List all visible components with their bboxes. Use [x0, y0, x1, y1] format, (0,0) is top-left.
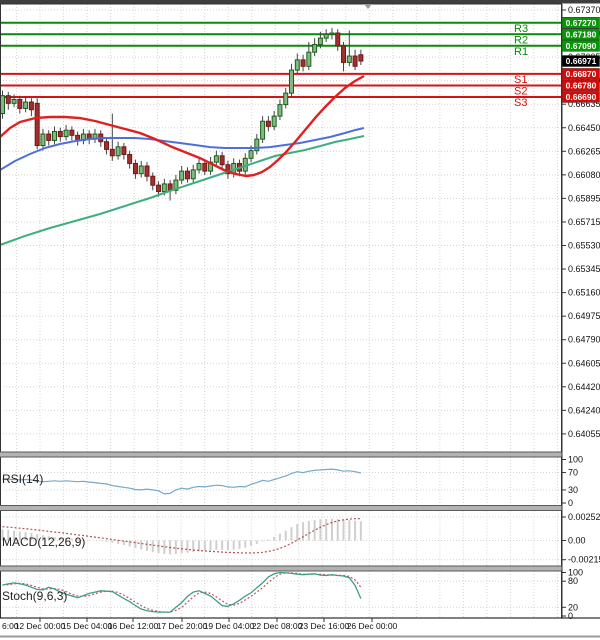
price-tick: 0.65160	[568, 288, 600, 298]
indicator-tick: 80	[568, 576, 578, 586]
price-tick: 0.64975	[568, 311, 600, 321]
macd-signal-line	[2, 518, 361, 554]
macd-label: MACD(12,26,9)	[2, 535, 86, 549]
indicator-tick: 0.00	[568, 536, 586, 546]
time-tick-label: 23 Dec 16:00	[299, 621, 350, 631]
indicator-tick: 30	[568, 485, 578, 495]
ma-slow-green	[0, 135, 365, 246]
indicator-tick: 0.002524	[568, 512, 600, 522]
price-tick: 0.65715	[568, 217, 600, 227]
time-tick-label: 6:00	[2, 621, 19, 631]
stoch-label: Stoch(9,6,3)	[2, 589, 68, 603]
stoch-k-line	[2, 571, 362, 613]
price-tick: 0.64790	[568, 335, 600, 345]
time-tick-label: 15 Dec 04:00	[62, 621, 113, 631]
pivot-label-S1: S1	[514, 74, 527, 86]
pivot-label-S3: S3	[514, 97, 527, 109]
time-tick-label: 17 Dec 20:00	[157, 621, 208, 631]
price-tick: 0.65530	[568, 241, 600, 251]
scroll-to-end-marker	[364, 4, 372, 9]
price-tick: 0.66635	[568, 99, 600, 109]
svg-text:0.67270: 0.67270	[566, 18, 597, 28]
price-scale[interactable]: 0.673700.671900.670050.668200.666350.664…	[561, 4, 600, 621]
svg-text:0.66870: 0.66870	[566, 69, 597, 79]
indicator-tick: 20	[568, 602, 578, 612]
svg-text:0.67090: 0.67090	[566, 41, 597, 51]
rsi-label: RSI(14)	[2, 472, 44, 486]
indicator-tick: 100	[568, 568, 583, 578]
time-tick-label: 19 Dec 04:00	[204, 621, 255, 631]
window-top-bar	[0, 0, 600, 4]
ma-mid-blue	[0, 127, 365, 171]
indicator-tick: 100	[568, 455, 583, 465]
price-tick: 0.66265	[568, 146, 600, 156]
price-tick: 0.64055	[568, 429, 600, 439]
price-tick: 0.64420	[568, 382, 600, 392]
svg-text:0.66690: 0.66690	[566, 92, 597, 102]
svg-text:0.66971: 0.66971	[566, 56, 597, 66]
price-tick: 0.66080	[568, 170, 600, 180]
macd-layer	[1, 518, 362, 555]
pivot-label-R3: R3	[514, 23, 528, 35]
price-tick: 0.64605	[568, 358, 600, 368]
indicator-tick: 70	[568, 468, 578, 478]
ma-fast-red	[0, 74, 365, 178]
svg-text:0.66780: 0.66780	[566, 80, 597, 90]
price-tick: 0.67370	[568, 5, 600, 15]
svg-text:0.67180: 0.67180	[566, 29, 597, 39]
stoch-layer	[2, 571, 362, 613]
indicator-tick: 0	[568, 611, 573, 621]
price-tick: 0.64240	[568, 405, 600, 415]
pivot-label-R1: R1	[514, 46, 528, 58]
price-tick: 0.65895	[568, 193, 600, 203]
panel-separator[interactable]	[0, 452, 562, 457]
pivot-label-R2: R2	[514, 34, 528, 46]
panel-separator[interactable]	[0, 505, 562, 511]
grid-layer	[0, 4, 562, 618]
time-tick-label: 16 Dec 12:00	[108, 621, 159, 631]
price-tick: 0.65345	[568, 264, 600, 274]
moving-averages-layer	[0, 74, 365, 246]
panel-separator[interactable]	[0, 566, 562, 571]
time-tick-label: 12 Dec 00:00	[15, 621, 66, 631]
time-tick-label: 22 Dec 08:00	[252, 621, 303, 631]
price-tick: 0.66450	[568, 123, 600, 133]
time-tick-label: 26 Dec 00:00	[347, 621, 398, 631]
indicator-tick: -0.00215	[568, 555, 600, 565]
rsi-line	[2, 468, 362, 495]
indicator-tick: 0	[568, 498, 573, 508]
pivot-label-S2: S2	[514, 85, 527, 97]
